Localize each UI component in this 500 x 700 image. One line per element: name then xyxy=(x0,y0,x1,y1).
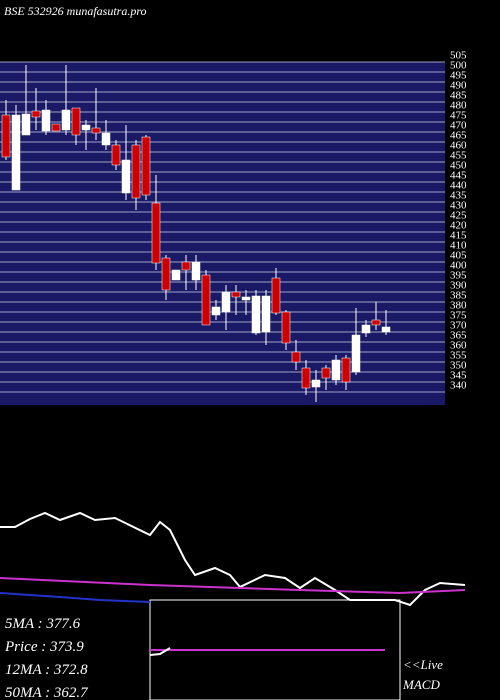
y-tick-label: 345 xyxy=(450,370,467,382)
candle-body xyxy=(31,110,41,118)
y-tick-label: 340 xyxy=(450,380,467,392)
candle-body xyxy=(361,324,371,334)
y-tick-label: 380 xyxy=(450,300,467,312)
macd-label: MACD xyxy=(402,677,440,692)
y-tick-label: 390 xyxy=(450,280,467,292)
candle-body xyxy=(151,202,161,264)
stat-label: 50MA xyxy=(5,685,42,700)
candle-body xyxy=(161,257,171,291)
candle-body xyxy=(261,295,271,333)
candle-body xyxy=(371,319,381,326)
candle-body xyxy=(311,379,321,388)
candle-body xyxy=(301,367,311,389)
stat-separator: : xyxy=(34,616,47,632)
candle-body xyxy=(211,306,221,316)
y-tick-label: 440 xyxy=(450,180,467,192)
y-tick-label: 375 xyxy=(450,310,467,322)
candle-body xyxy=(351,334,361,373)
y-tick-label: 425 xyxy=(450,210,467,222)
y-tick-label: 415 xyxy=(450,230,467,242)
candle-body xyxy=(21,113,31,136)
chart-title: BSE 532926 munafasutra.pro xyxy=(4,4,147,18)
candle-body xyxy=(1,114,11,158)
stat-separator: : xyxy=(41,685,54,700)
y-tick-label: 395 xyxy=(450,270,467,282)
indicator-line xyxy=(0,592,151,603)
stat-separator: : xyxy=(37,639,50,655)
candle-body xyxy=(281,311,291,344)
candle-body xyxy=(141,136,151,196)
y-tick-label: 405 xyxy=(450,250,467,262)
y-tick-label: 365 xyxy=(450,330,467,342)
stat: Price : 373.9 xyxy=(4,639,84,655)
stat: 50MA : 362.7 xyxy=(5,685,89,700)
candle-body xyxy=(221,291,231,313)
candle-body xyxy=(121,159,131,194)
stat-label: 5MA xyxy=(5,616,35,632)
y-tick-label: 455 xyxy=(450,150,467,162)
candle-body xyxy=(341,357,351,383)
candle-body xyxy=(381,326,391,333)
stat-value: 377.6 xyxy=(45,616,80,632)
live-label: <<Live xyxy=(403,657,443,672)
y-tick-label: 350 xyxy=(450,360,467,372)
candle-body xyxy=(251,295,261,334)
y-tick-label: 420 xyxy=(450,220,467,232)
y-tick-label: 470 xyxy=(450,120,467,132)
stat: 5MA : 377.6 xyxy=(5,616,81,632)
y-tick-label: 370 xyxy=(450,320,467,332)
y-tick-label: 460 xyxy=(450,140,467,152)
y-tick-label: 435 xyxy=(450,190,467,202)
candle-body xyxy=(51,123,61,132)
indicator-line xyxy=(149,647,171,656)
y-tick-label: 385 xyxy=(450,290,467,302)
candle-body xyxy=(241,296,251,301)
y-tick-label: 480 xyxy=(450,100,467,112)
candle-body xyxy=(41,109,51,132)
candle-body xyxy=(201,274,211,326)
stat-value: 372.8 xyxy=(53,662,88,678)
candle-body xyxy=(231,291,241,298)
indicator-line xyxy=(0,577,466,595)
candle-body xyxy=(71,107,81,136)
candle-body xyxy=(81,124,91,131)
y-tick-label: 400 xyxy=(450,260,467,272)
candle-body xyxy=(91,127,101,134)
candle-body xyxy=(111,144,121,166)
y-tick-label: 505 xyxy=(450,50,467,62)
candle-body xyxy=(11,114,21,191)
stat-label: 12MA xyxy=(5,662,42,678)
y-tick-label: 430 xyxy=(450,200,467,212)
candle-body xyxy=(171,269,181,281)
candle-body xyxy=(321,367,331,379)
stat-value: 373.9 xyxy=(49,639,84,655)
y-tick-label: 445 xyxy=(450,170,467,182)
y-tick-label: 485 xyxy=(450,90,467,102)
candle-body xyxy=(101,132,111,146)
candle-body xyxy=(191,261,201,281)
stat-value: 362.7 xyxy=(53,685,89,700)
candle-body xyxy=(271,277,281,314)
y-tick-label: 410 xyxy=(450,240,467,252)
indicator-line xyxy=(0,511,466,607)
y-tick-label: 495 xyxy=(450,70,467,82)
stat-separator: : xyxy=(41,662,54,678)
y-tick-label: 490 xyxy=(450,80,467,92)
candle-body xyxy=(291,351,301,363)
y-tick-label: 355 xyxy=(450,350,467,362)
y-tick-label: 465 xyxy=(450,130,467,142)
candle-body xyxy=(181,261,191,271)
candle-body xyxy=(331,359,341,381)
stat-label: Price xyxy=(4,639,38,655)
y-tick-label: 475 xyxy=(450,110,467,122)
candle-body xyxy=(61,109,71,131)
y-tick-label: 500 xyxy=(450,60,467,72)
stat: 12MA : 372.8 xyxy=(5,662,88,678)
candle-body xyxy=(131,144,141,199)
y-tick-label: 450 xyxy=(450,160,467,172)
y-tick-label: 360 xyxy=(450,340,467,352)
